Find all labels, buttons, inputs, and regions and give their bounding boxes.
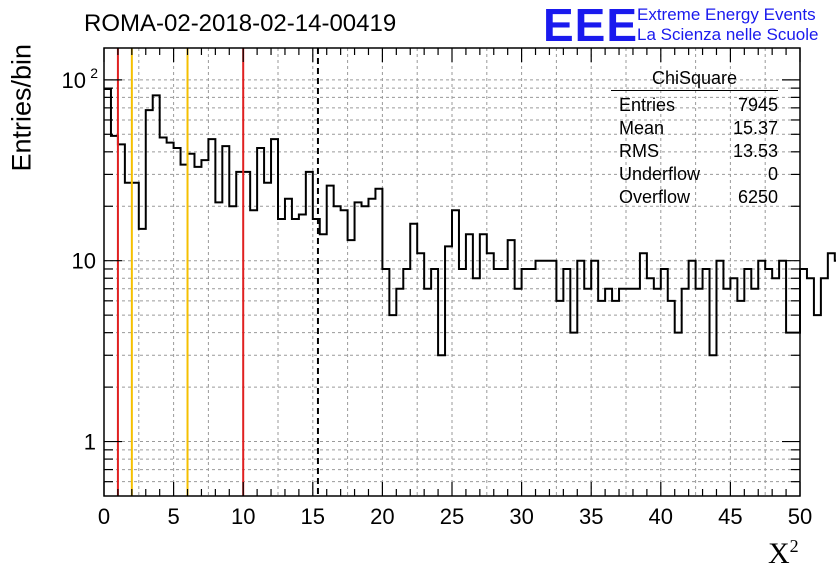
x-tick-label: 5 xyxy=(167,504,179,529)
y-tick-label: 10 xyxy=(62,68,86,93)
stats-label: Entries xyxy=(619,95,676,115)
x-tick-label: 30 xyxy=(509,504,533,529)
x-tick-label: 0 xyxy=(98,504,110,529)
stats-row-overflow: Overflow 6250 xyxy=(611,186,778,209)
x-tick-label: 50 xyxy=(788,504,812,529)
stats-box: ChiSquare Entries 7945 Mean 15.37 RMS 13.53… xyxy=(611,68,778,209)
x-tick-label: 45 xyxy=(718,504,742,529)
stats-label: Mean xyxy=(619,118,665,138)
plot-title: ROMA-02-2018-02-14-00419 xyxy=(84,10,397,37)
y-axis-label: Entries/bin xyxy=(6,43,37,172)
eee-logo: EEE xyxy=(543,0,639,51)
stats-value: 7945 xyxy=(737,95,778,115)
x-tick-label: 25 xyxy=(440,504,464,529)
stats-row-entries: Entries 7945 xyxy=(611,94,778,117)
stats-title: ChiSquare xyxy=(611,68,778,91)
stats-value: 6250 xyxy=(737,187,778,207)
x-tick-label: 20 xyxy=(370,504,394,529)
logo-line-2: La Scienza nelle Scuole xyxy=(637,25,819,44)
y-tick-label: 10 xyxy=(72,249,96,274)
x-tick-label: 15 xyxy=(301,504,325,529)
stats-label: Underflow xyxy=(619,164,701,184)
stats-row-rms: RMS 13.53 xyxy=(611,140,778,163)
x-axis-label: X2 xyxy=(768,536,799,571)
stats-row-mean: Mean 15.37 xyxy=(611,117,778,140)
x-tick-label: 10 xyxy=(231,504,255,529)
stats-value: 15.37 xyxy=(732,118,778,138)
y-tick-label: 1 xyxy=(84,430,96,455)
x-tick-label: 35 xyxy=(579,504,603,529)
stats-label: Overflow xyxy=(619,187,691,207)
y-tick-label-exponent: 2 xyxy=(90,65,98,81)
x-axis-label-exponent: 2 xyxy=(789,536,799,556)
x-axis-label-base: X xyxy=(768,537,790,570)
logo-line-1: Extreme Energy Events xyxy=(637,5,816,24)
stats-value: 13.53 xyxy=(732,141,778,161)
stats-row-underflow: Underflow 0 xyxy=(611,163,778,186)
stats-value: 0 xyxy=(767,164,778,184)
x-tick-label: 40 xyxy=(649,504,673,529)
stats-label: RMS xyxy=(619,141,659,161)
